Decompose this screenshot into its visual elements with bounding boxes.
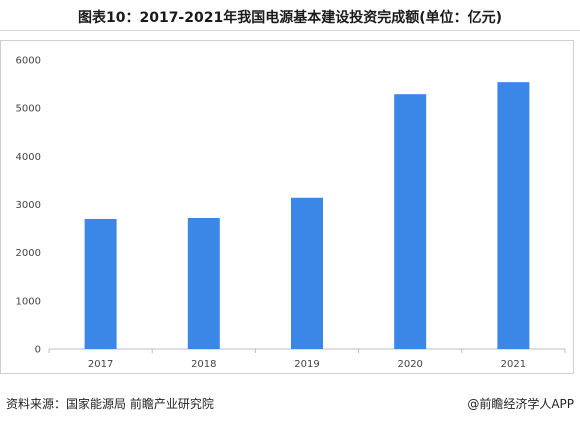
y-tick-label: 5000 — [16, 104, 41, 115]
y-tick-label: 1000 — [16, 296, 41, 307]
footer: 资料来源：国家能源局 前瞻产业研究院 @前瞻经济学人APP — [0, 386, 580, 422]
x-tick-label-2018: 2018 — [191, 359, 216, 370]
bar-2021 — [497, 82, 530, 349]
source-note: 资料来源：国家能源局 前瞻产业研究院 — [6, 397, 214, 411]
title-bar: 图表10：2017-2021年我国电源基本建设投资完成额(单位：亿元) — [0, 0, 580, 31]
brand-credit: @前瞻经济学人APP — [467, 397, 574, 411]
bar-2019 — [291, 197, 323, 349]
x-tick-label-2021: 2021 — [501, 359, 526, 370]
chart-frame: 0 1000 2000 3000 4000 5000 6000 2017 2018 2019 202… — [0, 40, 574, 374]
x-tick-label-2017: 2017 — [88, 359, 113, 370]
chart-title: 图表10：2017-2021年我国电源基本建设投资完成额(单位：亿元) — [77, 10, 503, 26]
x-tick-label-2020: 2020 — [397, 359, 422, 370]
bar-2017 — [84, 218, 117, 349]
y-tick-label: 3000 — [16, 200, 41, 211]
y-tick-label: 4000 — [16, 152, 41, 163]
bar-chart: 0 1000 2000 3000 4000 5000 6000 2017 2018 2019 202… — [16, 56, 566, 370]
y-tick-label: 6000 — [16, 56, 41, 67]
x-tick-label-2019: 2019 — [294, 359, 319, 370]
y-tick-label: 2000 — [16, 248, 41, 259]
bar-2018 — [187, 217, 220, 349]
y-tick-label: 0 — [35, 345, 41, 356]
bar-2020 — [394, 94, 427, 349]
